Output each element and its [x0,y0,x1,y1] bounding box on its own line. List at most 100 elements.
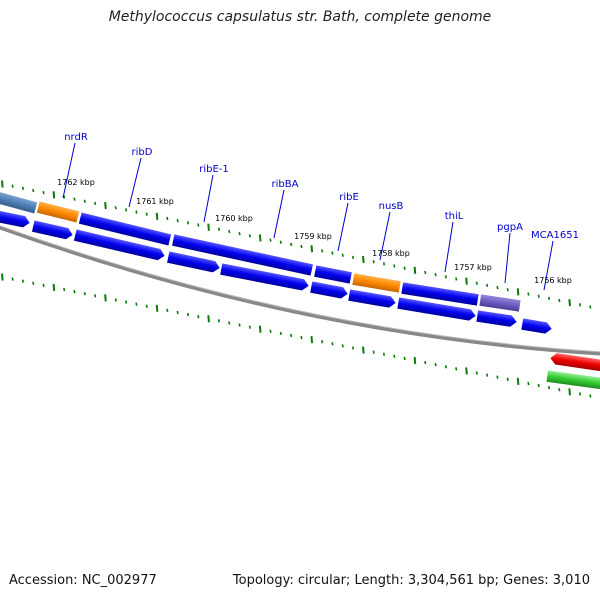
gene-label-MCA1651[interactable]: MCA1651 [531,230,579,241]
gene-label-pgpA[interactable]: pgpA [497,222,523,233]
kbp-scale-label: 1762 kbp [57,178,95,187]
inner-scale-minor-tick [321,340,324,344]
kbp-scale-label: 1757 kbp [454,263,492,272]
feature-cds-MCA1651 [520,317,553,335]
outer-scale-minor-tick [279,240,282,244]
inner-scale-major-tick [1,273,4,281]
leader-line-MCA1651 [543,240,554,291]
feature-cds-lower-8 [396,296,477,322]
outer-scale-major-tick [310,245,314,253]
inner-scale-major-tick [207,315,210,323]
feature-cds-lower-7 [347,288,397,309]
inner-scale-minor-tick [145,304,148,308]
outer-scale-minor-tick [217,227,221,231]
inner-scale-minor-tick [166,308,169,313]
inner-scale-minor-tick [21,279,25,283]
outer-scale-major-tick [104,201,107,210]
outer-scale-minor-tick [94,201,97,206]
outer-scale-minor-tick [32,188,35,193]
kbp-scale-label: 1758 kbp [372,249,410,258]
inner-scale-minor-tick [589,394,592,398]
inner-scale-minor-tick [537,383,540,388]
gene-label-thiL[interactable]: thiL [445,211,464,222]
outer-scale-minor-tick [434,272,437,277]
outer-scale-minor-tick [321,249,324,253]
inner-scale-minor-tick [506,377,509,381]
inner-scale-minor-tick [527,381,530,386]
inner-scale-ticks [1,273,592,398]
outer-scale-minor-tick [496,285,499,290]
inner-scale-minor-tick [351,346,355,350]
inner-scale-minor-tick [269,329,272,333]
feature-pgpA [478,293,522,313]
inner-scale-major-tick [104,294,107,302]
outer-scale-minor-tick [341,253,344,257]
outer-scale-major-tick [155,212,159,220]
feature-cds-lower-1 [0,209,31,228]
gene-label-ribE[interactable]: ribE [339,192,359,203]
outer-scale-major-tick [258,234,262,242]
outer-scale-minor-tick [73,197,76,201]
outer-scale-minor-tick [11,184,14,188]
inner-scale-major-tick [258,325,262,333]
feature-steel-left [0,190,38,215]
kbp-scale-label: 1756 kbp [534,276,572,285]
outer-scale-minor-tick [547,296,551,301]
inner-scale-minor-tick [393,354,396,358]
inner-scale-minor-tick [238,323,241,327]
outer-scale-major-tick [362,255,365,264]
inner-scale-major-tick [310,336,314,344]
leader-line-ribE [337,202,349,252]
inner-scale-minor-tick [578,392,582,396]
inner-scale-minor-tick [32,281,35,285]
leader-line-pgpA [504,232,511,284]
feature-cds-lower-5 [219,262,310,292]
outer-scale-minor-tick [444,275,447,279]
leader-line-nrdR [62,142,76,199]
gene-label-nusB[interactable]: nusB [379,201,404,212]
outer-scale-minor-tick [300,244,303,249]
leader-line-thiL [444,221,454,273]
inner-scale-minor-tick [248,325,251,329]
inner-scale-minor-tick [558,388,561,392]
inner-scale-minor-tick [11,277,14,281]
gene-label-ribD[interactable]: ribD [132,147,153,158]
inner-scale-minor-tick [382,352,386,356]
inner-scale-major-tick [52,283,56,292]
inner-scale-major-tick [568,388,571,396]
gene-label-ribBA[interactable]: ribBA [272,179,299,190]
inner-scale-minor-tick [197,315,200,319]
inner-scale-minor-tick [186,312,190,317]
feature-labels: nrdR ribD ribE-1 ribBA ribE nusB thiL pgpA MCA16… [57,132,579,285]
inner-scale-minor-tick [496,375,499,379]
outer-scale-minor-tick [455,277,458,281]
inner-scale-minor-tick [279,331,282,336]
inner-scale-minor-tick [372,350,375,354]
accession-text: Accession: NC_002977 [9,573,157,588]
gene-label-nrdR[interactable]: nrdR [64,132,88,143]
leader-line-nusB [379,211,391,261]
inner-scale-minor-tick [331,342,334,346]
outer-scale-minor-tick [186,221,190,225]
inner-scale-minor-tick [475,371,478,375]
outer-scale-minor-tick [83,199,86,203]
outer-scale-minor-tick [506,288,509,292]
outer-scale-minor-tick [125,208,128,212]
inner-scale-minor-tick [94,294,97,298]
inner-scale-minor-tick [290,333,293,338]
outer-scale-minor-tick [527,292,530,296]
inner-scale-minor-tick [217,319,221,323]
inner-scale-major-tick [413,356,417,365]
gene-label-ribE-1[interactable]: ribE-1 [199,164,229,175]
outer-scale-major-tick [1,180,4,188]
outer-scale-major-tick [465,277,468,285]
inner-scale-minor-tick [73,289,76,294]
outer-scale-minor-tick [403,266,406,270]
outer-scale-major-tick [207,223,210,231]
inner-scale-minor-tick [434,363,437,367]
inner-scale-minor-tick [135,302,138,306]
backbone-line [0,225,600,356]
outer-scale-minor-tick [197,223,200,227]
